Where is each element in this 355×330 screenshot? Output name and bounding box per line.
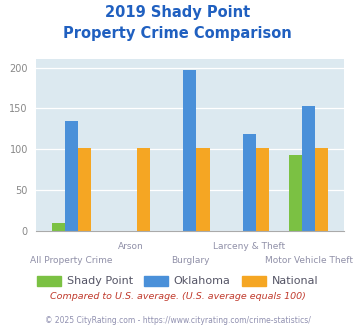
Bar [243, 134, 256, 231]
Bar [302, 106, 315, 231]
Bar [65, 121, 78, 231]
Text: Arson: Arson [118, 242, 143, 251]
Bar [78, 148, 91, 231]
Text: Compared to U.S. average. (U.S. average equals 100): Compared to U.S. average. (U.S. average … [50, 292, 305, 301]
Text: All Property Crime: All Property Crime [30, 256, 113, 265]
Text: Larceny & Theft: Larceny & Theft [213, 242, 285, 251]
Bar [137, 148, 150, 231]
Text: © 2025 CityRating.com - https://www.cityrating.com/crime-statistics/: © 2025 CityRating.com - https://www.city… [45, 316, 310, 325]
Text: Property Crime Comparison: Property Crime Comparison [63, 26, 292, 41]
Bar [289, 155, 302, 231]
Bar [184, 70, 196, 231]
Text: 2019 Shady Point: 2019 Shady Point [105, 5, 250, 20]
Legend: Shady Point, Oklahoma, National: Shady Point, Oklahoma, National [32, 271, 323, 291]
Bar [315, 148, 328, 231]
Bar [196, 148, 209, 231]
Text: Burglary: Burglary [171, 256, 209, 265]
Bar [51, 223, 65, 231]
Bar [256, 148, 269, 231]
Text: Motor Vehicle Theft: Motor Vehicle Theft [265, 256, 353, 265]
